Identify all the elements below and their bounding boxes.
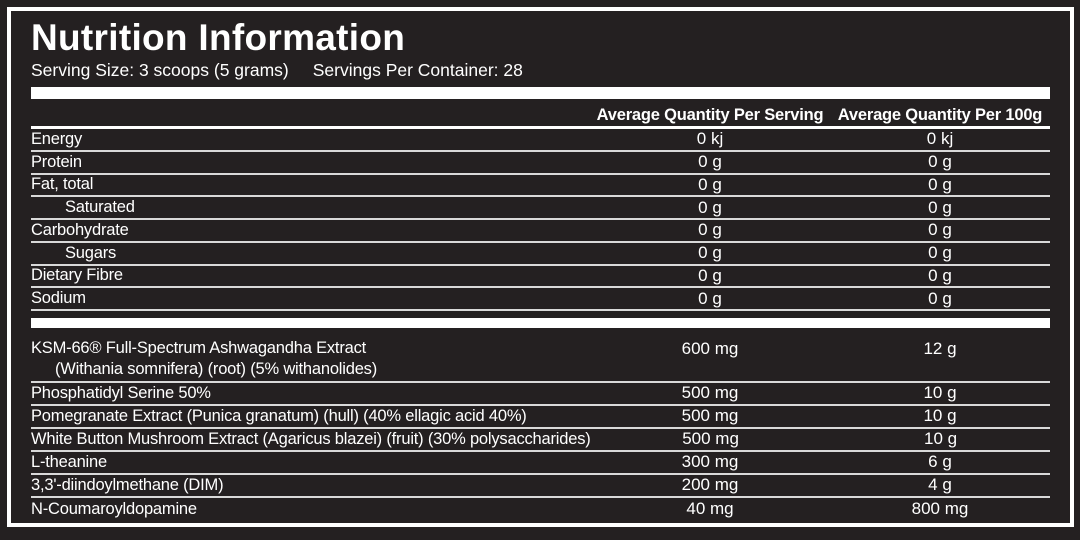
per-serving-value: 200 mg — [681, 475, 739, 495]
ingredient-name: 3,3'-diindoylmethane (DIM) — [31, 475, 224, 494]
per-100g-value: 12 g — [923, 339, 957, 358]
ingredient-table: KSM-66® Full-Spectrum Ashwagandha Extrac… — [31, 337, 1050, 521]
table-row: Carbohydrate 0 g 0 g — [31, 220, 1050, 243]
per-serving-value: 0 g — [698, 174, 722, 194]
per-serving-value: 300 mg — [681, 452, 739, 472]
nutrient-name: Energy — [31, 129, 83, 148]
nutrient-name: Sugars — [65, 243, 117, 262]
servings-per-container-text: Servings Per Container: 28 — [312, 60, 523, 80]
nutrient-name: Carbohydrate — [31, 220, 129, 239]
per-serving-value: 500 mg — [682, 429, 739, 449]
table-row: White Button Mushroom Extract (Agaricus … — [31, 429, 1050, 452]
per-100g-value: 10 g — [924, 429, 958, 449]
per-100g-value: 0 g — [928, 220, 952, 240]
per-serving-value: 0 g — [698, 265, 722, 285]
per-100g-value: 6 g — [928, 452, 952, 472]
per-100g-value: 4 g — [928, 475, 952, 495]
table-header-row: Average Quantity Per Serving Average Qua… — [31, 99, 1050, 126]
table-row: 3,3'-diindoylmethane (DIM) 200 mg 4 g — [31, 475, 1050, 498]
per-serving-value: 0 g — [698, 288, 722, 308]
per-serving-value: 500 mg — [681, 406, 739, 426]
ingredient-name-wrap: N-Coumaroyldopamine — [31, 500, 590, 519]
ingredient-name-wrap: KSM-66® Full-Spectrum Ashwagandha Extrac… — [31, 338, 590, 381]
ingredient-name-wrap: White Button Mushroom Extract (Agaricus … — [31, 430, 591, 449]
table-row: Fat, total 0 g 0 g — [31, 175, 1050, 198]
table-row: Protein 0 g 0 g — [31, 152, 1050, 175]
ingredient-name: N-Coumaroyldopamine — [31, 499, 197, 518]
per-100g-value: 0 kj — [926, 129, 954, 149]
ingredient-name-wrap: Phosphatidyl Serine 50% — [31, 384, 590, 403]
serving-info: Serving Size: 3 scoops (5 grams) Serving… — [31, 60, 1050, 81]
table-row: Phosphatidyl Serine 50% 500 mg 10 g — [31, 383, 1050, 406]
table-row: Sugars 0 g 0 g — [31, 243, 1050, 266]
nutrient-name: Protein — [31, 152, 82, 171]
column-header-per-100g: Average Quantity Per 100g — [837, 106, 1043, 124]
per-100g-value: 0 g — [928, 288, 952, 308]
ingredient-name: Pomegranate Extract (Punica granatum) (h… — [31, 406, 527, 425]
per-100g-value: 800 mg — [911, 499, 969, 519]
per-serving-value: 0 g — [698, 243, 722, 263]
column-header-per-serving: Average Quantity Per Serving — [596, 106, 824, 124]
per-serving-value: 0 g — [698, 197, 722, 217]
per-100g-value: 0 g — [928, 197, 952, 217]
macro-nutrient-table: Energy 0 kj 0 kj Protein 0 g 0 g Fat, to… — [31, 129, 1050, 311]
per-serving-value: 0 g — [698, 220, 722, 240]
table-row: Pomegranate Extract (Punica granatum) (h… — [31, 406, 1050, 429]
nutrient-name: Sodium — [31, 289, 86, 308]
per-100g-value: 0 g — [928, 174, 952, 194]
serving-size-text: Serving Size: 3 scoops (5 grams) — [31, 60, 289, 80]
per-100g-value: 0 g — [928, 152, 952, 172]
ingredient-name-wrap: Pomegranate Extract (Punica granatum) (h… — [31, 407, 590, 426]
ingredient-name-wrap: L-theanine — [31, 453, 590, 472]
per-100g-value: 0 g — [928, 243, 952, 263]
per-100g-value: 10 g — [923, 406, 957, 426]
per-100g-value: 0 g — [928, 265, 952, 285]
per-serving-value: 500 mg — [681, 383, 739, 403]
nutrient-name: Saturated — [65, 198, 135, 217]
nutrition-label-panel: Nutrition Information Serving Size: 3 sc… — [7, 7, 1074, 527]
per-serving-value: 600 mg — [681, 339, 739, 358]
ingredient-name: KSM-66® Full-Spectrum Ashwagandha Extrac… — [31, 339, 367, 357]
per-serving-value: 0 g — [698, 152, 722, 172]
section-divider-bar — [31, 318, 1050, 328]
ingredient-name: Phosphatidyl Serine 50% — [31, 383, 211, 402]
table-row: Sodium 0 g 0 g — [31, 288, 1050, 311]
per-serving-value: 0 kj — [696, 129, 724, 149]
serving-divider-bar — [31, 87, 1050, 99]
ingredient-name: L-theanine — [31, 452, 107, 471]
nutrient-name: Fat, total — [31, 175, 94, 194]
ingredient-name-wrap: 3,3'-diindoylmethane (DIM) — [31, 476, 590, 495]
per-100g-value: 10 g — [923, 383, 957, 403]
table-row: N-Coumaroyldopamine 40 mg 800 mg — [31, 498, 1050, 521]
header-underline — [31, 126, 1050, 129]
table-row: Dietary Fibre 0 g 0 g — [31, 266, 1050, 289]
label-content: Nutrition Information Serving Size: 3 sc… — [11, 17, 1070, 521]
ingredient-subname: (Withania somnifera) (root) (5% withanol… — [55, 360, 378, 379]
table-row: Energy 0 kj 0 kj — [31, 129, 1050, 152]
page-title: Nutrition Information — [31, 17, 406, 58]
table-row: L-theanine 300 mg 6 g — [31, 452, 1050, 475]
nutrient-name: Dietary Fibre — [31, 266, 123, 285]
table-row: KSM-66® Full-Spectrum Ashwagandha Extrac… — [31, 337, 1050, 383]
per-serving-value: 40 mg — [686, 499, 734, 519]
table-row: Saturated 0 g 0 g — [31, 197, 1050, 220]
ingredient-name: White Button Mushroom Extract (Agaricus … — [31, 429, 591, 448]
